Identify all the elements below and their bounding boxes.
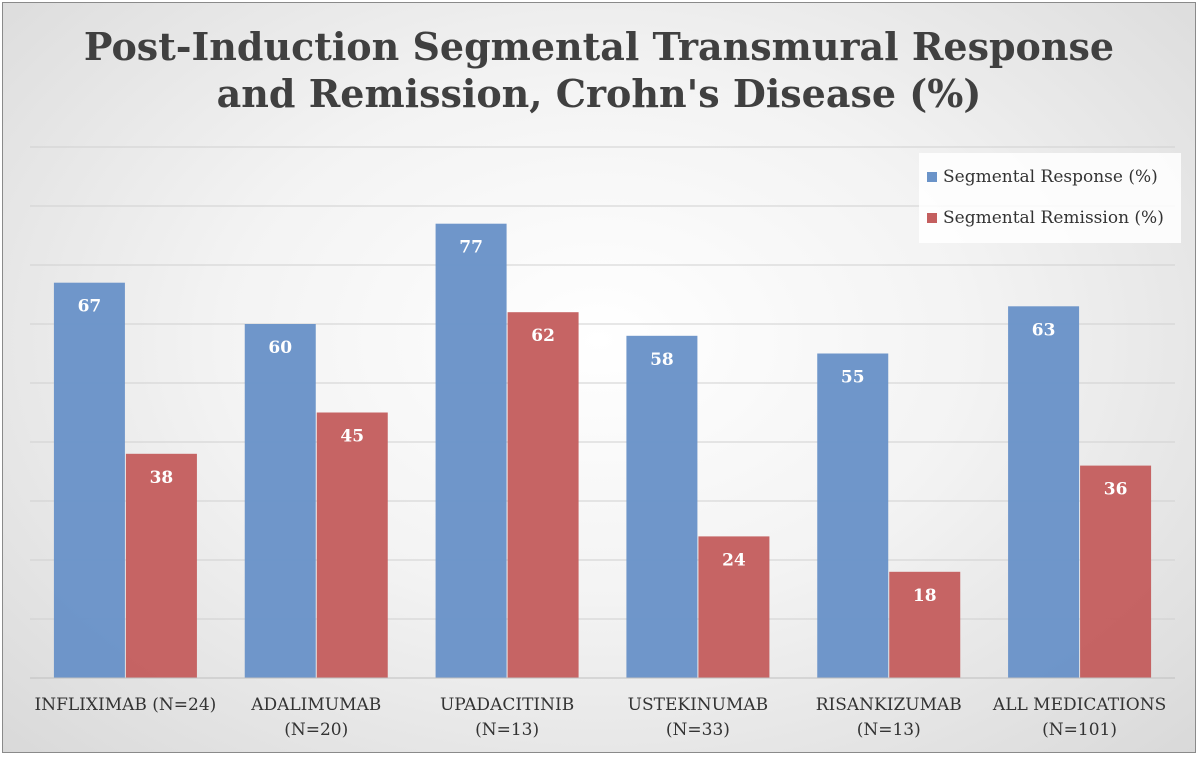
bar xyxy=(125,453,197,678)
bar xyxy=(889,571,961,678)
legend-item-remission: Segmental Remission (%) xyxy=(927,208,1164,228)
data-label: 77 xyxy=(459,238,483,258)
x-tick-label: (N=13) xyxy=(857,720,921,740)
x-tick-label: RISANKIZUMAB xyxy=(816,695,962,715)
bar xyxy=(316,412,388,678)
bar xyxy=(53,282,125,678)
chart-title: Post-Induction Segmental Transmural Resp… xyxy=(3,23,1195,117)
chart-title-line-1: Post-Induction Segmental Transmural Resp… xyxy=(83,24,1115,69)
data-label: 24 xyxy=(722,550,746,570)
x-tick-label: ALL MEDICATIONS xyxy=(992,695,1166,715)
data-label: 36 xyxy=(1104,480,1128,500)
legend-swatch-response xyxy=(927,172,937,182)
data-label: 60 xyxy=(268,338,292,358)
bar xyxy=(1008,306,1080,678)
legend: Segmental Response (%) Segmental Remissi… xyxy=(919,153,1181,243)
x-tick-label: (N=101) xyxy=(1042,720,1117,740)
x-tick-label: INFLIXIMAB (N=24) xyxy=(35,695,217,715)
x-tick-label: USTEKINUMAB xyxy=(628,695,769,715)
legend-item-response: Segmental Response (%) xyxy=(927,167,1158,187)
data-label: 55 xyxy=(841,368,865,388)
data-label: 67 xyxy=(78,297,102,317)
legend-label-remission: Segmental Remission (%) xyxy=(943,208,1164,228)
data-label: 18 xyxy=(913,586,937,606)
bar xyxy=(626,335,698,678)
x-tick-label: (N=13) xyxy=(475,720,539,740)
data-label: 38 xyxy=(150,468,174,488)
x-tick-label: ADALIMUMAB xyxy=(250,695,381,715)
bar xyxy=(817,353,889,678)
data-label: 63 xyxy=(1032,320,1056,340)
bar xyxy=(698,536,770,678)
legend-swatch-remission xyxy=(927,213,937,223)
chart-title-line-2: and Remission, Crohn's Disease (%) xyxy=(216,71,982,116)
data-label: 62 xyxy=(531,326,555,346)
bar xyxy=(244,324,316,678)
plot-area: 67 38 INFLIXIMAB (N=24) 60 45 ADALIMUMAB (N=20… xyxy=(30,146,1175,740)
x-tick-label: (N=20) xyxy=(284,720,348,740)
bar xyxy=(1080,465,1152,678)
x-tick-label: (N=33) xyxy=(666,720,730,740)
legend-label-response: Segmental Response (%) xyxy=(943,167,1158,187)
bar xyxy=(435,223,507,678)
data-label: 45 xyxy=(340,427,364,447)
x-tick-label: UPADACITINIB xyxy=(440,695,574,715)
data-label: 58 xyxy=(650,350,674,370)
bar xyxy=(507,312,579,678)
